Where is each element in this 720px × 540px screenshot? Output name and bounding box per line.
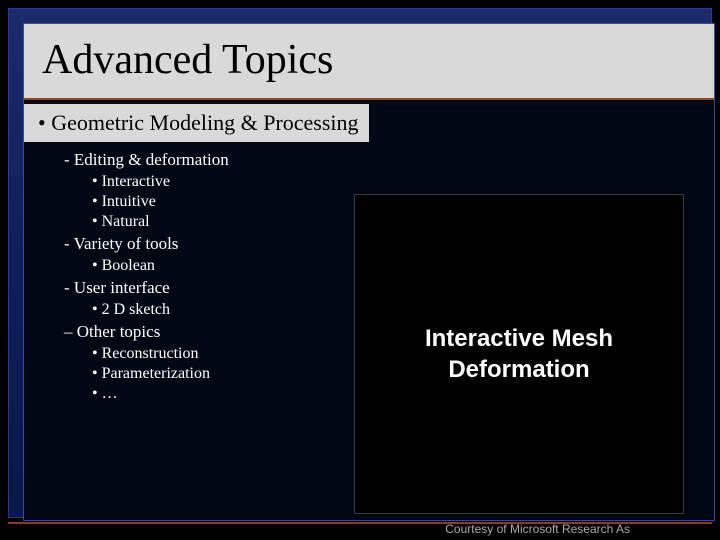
- list-item: • Intuitive: [64, 192, 229, 212]
- list-item: - User interface: [64, 276, 229, 300]
- slide-content: Advanced Topics • Geometric Modeling & P…: [23, 23, 715, 521]
- main-bullet: • Geometric Modeling & Processing: [24, 104, 369, 142]
- list-item: • Reconstruction: [64, 344, 229, 364]
- credit-text: Courtesy of Microsoft Research As: [445, 522, 630, 536]
- list-item: • …: [64, 384, 229, 404]
- list-item: - Editing & deformation: [64, 148, 229, 172]
- figure-title-line1: Interactive Mesh: [425, 323, 613, 354]
- list-item: • 2 D sketch: [64, 300, 229, 320]
- list-item: • Boolean: [64, 256, 229, 276]
- figure-title-line2: Deformation: [448, 354, 589, 385]
- list-item: – Other topics: [64, 320, 229, 344]
- list-item: • Parameterization: [64, 364, 229, 384]
- bullet-list: - Editing & deformation• Interactive• In…: [24, 142, 229, 404]
- list-item: • Interactive: [64, 172, 229, 192]
- slide-frame: Advanced Topics • Geometric Modeling & P…: [8, 8, 712, 518]
- list-item: • Natural: [64, 212, 229, 232]
- embedded-figure: Interactive Mesh Deformation: [354, 194, 684, 514]
- title-divider: [24, 98, 714, 100]
- slide-title: Advanced Topics: [24, 24, 714, 98]
- list-item: - Variety of tools: [64, 232, 229, 256]
